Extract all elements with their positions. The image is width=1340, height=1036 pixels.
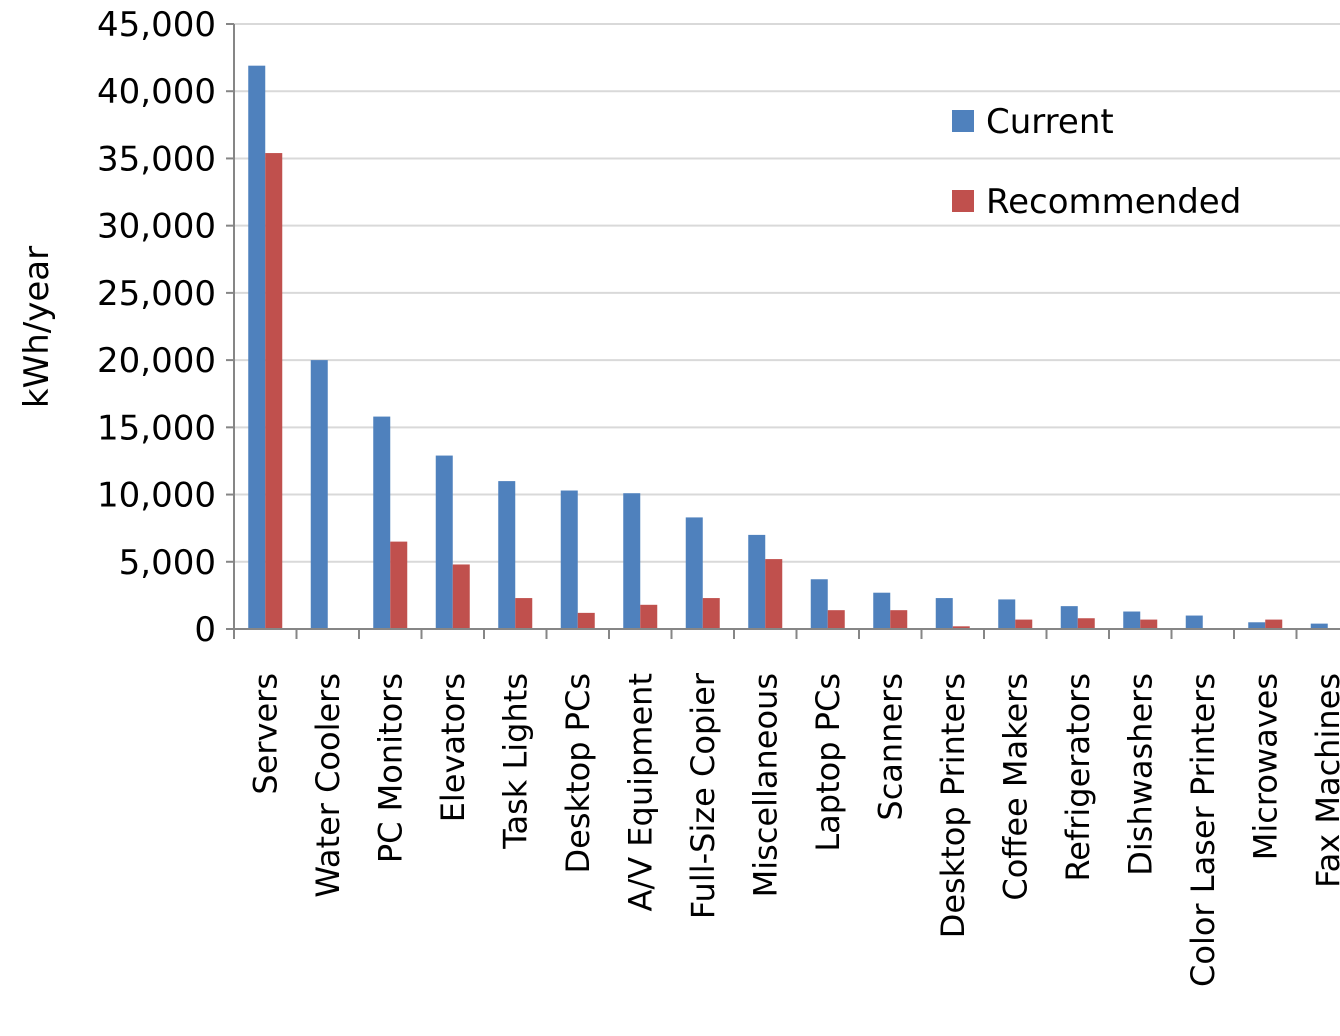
x-category-label: A/V Equipment: [621, 673, 659, 911]
x-category-label: Scanners: [871, 673, 909, 821]
legend: Current Recommended: [952, 102, 1241, 222]
x-category-label: Fax Machines: [1309, 673, 1340, 888]
bar-recommended: [1265, 619, 1283, 629]
x-category-label: Dishwashers: [1121, 673, 1159, 876]
bar-recommended: [1077, 618, 1095, 629]
legend-label-current: Current: [986, 102, 1114, 142]
y-tick-label: 25,000: [97, 274, 216, 314]
x-tick-labels: Servers Water Coolers PC Monitors Elevators…: [246, 672, 1340, 987]
x-category-label: Elevators: [434, 673, 472, 822]
bar-recommended: [452, 564, 470, 629]
bar-current: [935, 598, 953, 629]
legend-swatch-recommended: [952, 190, 974, 212]
bar-recommended: [1015, 619, 1033, 629]
x-category-label: Microwaves: [1246, 673, 1284, 860]
x-category-label: Color Laser Printers: [1184, 673, 1222, 987]
bar-current: [685, 517, 703, 629]
y-tick-label: 40,000: [97, 72, 216, 112]
bar-current: [1185, 615, 1203, 629]
legend-label-recommended: Recommended: [986, 182, 1241, 222]
y-tick-label: 15,000: [97, 408, 216, 448]
x-category-label: Desktop Printers: [934, 673, 972, 938]
y-tick-label: 35,000: [97, 139, 216, 179]
bar-current: [435, 455, 453, 629]
bar-recommended: [577, 612, 595, 629]
bar-current: [623, 493, 641, 629]
bar-current: [998, 599, 1016, 629]
axes: [226, 23, 1340, 639]
x-category-label: Servers: [246, 673, 284, 795]
bars: [248, 65, 1328, 630]
bar-current: [248, 65, 266, 629]
x-category-label: Full-Size Copier: [684, 672, 722, 919]
gridlines: [234, 23, 1340, 563]
x-category-label: Task Lights: [496, 673, 534, 850]
bar-recommended: [640, 604, 658, 629]
y-tick-label: 5,000: [119, 543, 216, 583]
legend-swatch-current: [952, 110, 974, 132]
bar-current: [1123, 611, 1141, 629]
bar-recommended: [390, 541, 408, 629]
x-category-label: Water Coolers: [309, 673, 347, 898]
x-category-label: Refrigerators: [1059, 673, 1097, 882]
bar-recommended: [827, 610, 845, 629]
bar-recommended: [890, 610, 908, 629]
y-tick-labels: 0 5,000 10,000 15,000 20,000 25,000 30,000 35,0…: [97, 5, 216, 650]
y-tick-label: 20,000: [97, 341, 216, 381]
bar-recommended: [952, 626, 970, 629]
bar-current: [1060, 606, 1078, 629]
bar-current: [873, 592, 891, 629]
bar-current: [560, 490, 578, 629]
bar-current: [310, 360, 328, 629]
bar-current: [1310, 623, 1328, 629]
x-category-label: Laptop PCs: [809, 673, 847, 852]
bar-current: [748, 534, 766, 629]
bar-recommended: [702, 598, 720, 629]
bar-recommended: [1140, 619, 1158, 629]
y-tick-label: 45,000: [97, 5, 216, 45]
bar-current: [373, 416, 391, 629]
x-category-label: Miscellaneous: [746, 673, 784, 897]
bar-current: [810, 579, 828, 629]
bar-recommended: [515, 598, 533, 629]
y-tick-label: 0: [194, 610, 216, 650]
bar-recommended: [265, 153, 283, 630]
bar-current: [498, 481, 516, 629]
x-category-label: Desktop PCs: [559, 673, 597, 873]
y-tick-label: 10,000: [97, 476, 216, 516]
x-category-label: Coffee Makers: [996, 673, 1034, 901]
bar-current: [1248, 622, 1266, 629]
y-tick-label: 30,000: [97, 207, 216, 247]
bar-recommended: [765, 559, 783, 629]
y-axis-title: kWh/year: [17, 246, 57, 408]
x-category-label: PC Monitors: [371, 673, 409, 863]
